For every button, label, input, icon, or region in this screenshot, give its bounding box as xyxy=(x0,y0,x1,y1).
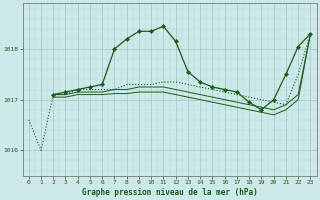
X-axis label: Graphe pression niveau de la mer (hPa): Graphe pression niveau de la mer (hPa) xyxy=(82,188,258,197)
